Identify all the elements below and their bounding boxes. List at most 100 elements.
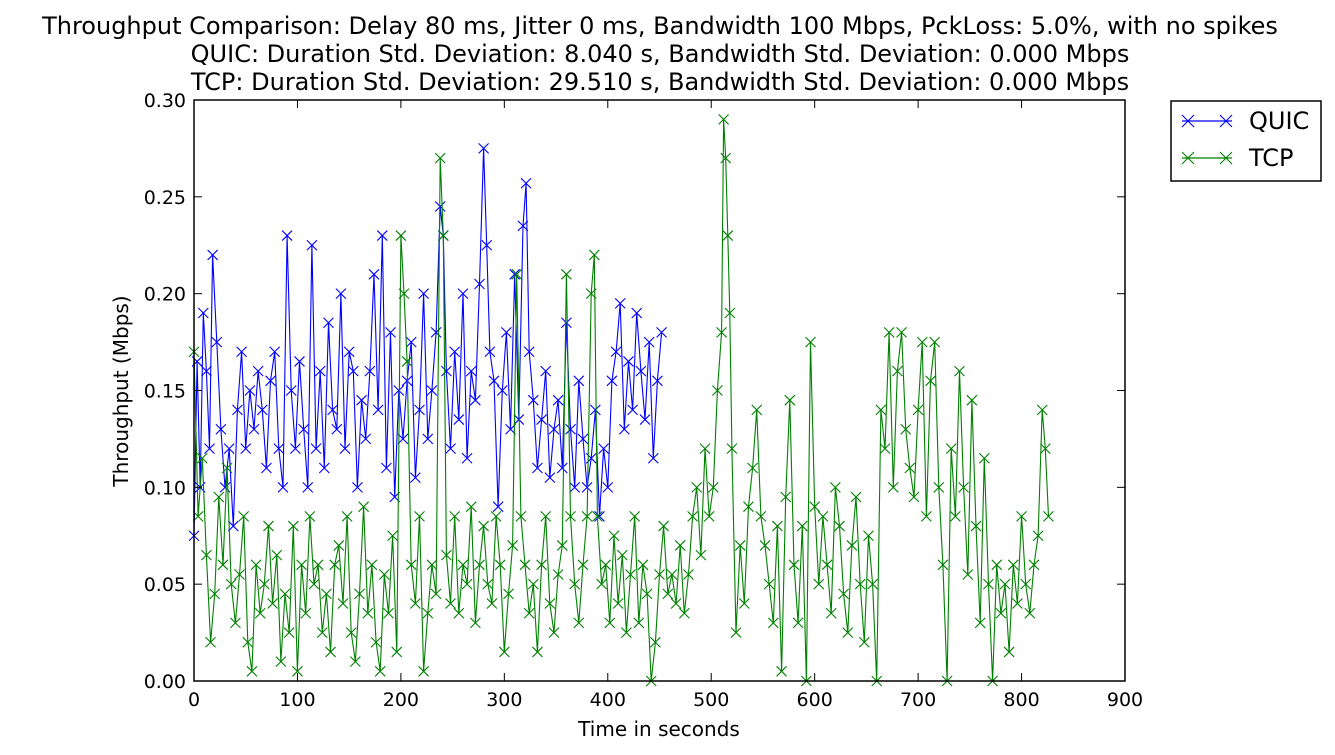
data-point-quic [594, 510, 605, 522]
data-point-quic [474, 278, 485, 290]
y-tick-label: 0.10 [144, 477, 186, 499]
data-point-tcp [674, 540, 686, 551]
data-point-tcp [850, 491, 862, 503]
data-point-tcp [966, 394, 978, 406]
data-point-quic [314, 365, 326, 377]
data-point-quic [496, 385, 508, 396]
data-point-tcp [875, 404, 887, 416]
data-point-quic [422, 433, 434, 445]
data-point-tcp [1003, 646, 1015, 658]
data-point-quic [248, 423, 260, 435]
data-point-tcp [201, 549, 212, 561]
data-point-tcp [552, 569, 564, 580]
data-point-quic [540, 365, 552, 377]
data-point-quic [244, 385, 256, 396]
x-tick-label: 200 [383, 689, 419, 711]
data-point-tcp [991, 559, 1003, 571]
data-point-tcp [490, 510, 502, 522]
data-point-tcp [625, 569, 636, 580]
data-point-tcp [300, 607, 312, 619]
data-point-tcp [312, 559, 324, 571]
data-point-tcp [213, 491, 225, 503]
data-point-tcp [1036, 404, 1048, 416]
data-point-tcp [726, 443, 738, 454]
data-point-quic [598, 443, 610, 454]
legend-entry-quic: QUIC [1181, 107, 1309, 135]
data-point-quic [457, 288, 469, 300]
legend-label: QUIC [1249, 107, 1309, 135]
data-point-quic [252, 365, 264, 377]
data-point-tcp [1043, 510, 1054, 522]
data-point-tcp [503, 588, 514, 600]
data-point-tcp [271, 549, 283, 561]
data-point-tcp [958, 481, 970, 493]
data-point-quic [465, 365, 477, 377]
data-point-tcp [945, 443, 957, 454]
data-point-tcp [999, 578, 1011, 590]
data-point-tcp [654, 569, 665, 580]
data-point-tcp [637, 559, 649, 571]
y-tick-label: 0.15 [144, 381, 186, 403]
data-point-quic [610, 346, 622, 358]
data-point-tcp [662, 588, 674, 600]
data-point-quic [360, 433, 372, 445]
data-point-quic [347, 365, 359, 377]
data-point-quic [606, 375, 618, 387]
data-point-quic [430, 327, 442, 338]
data-point-quic [614, 297, 626, 309]
data-point-quic [449, 346, 461, 358]
data-point-quic [577, 433, 589, 445]
data-point-tcp [321, 588, 332, 600]
data-point-tcp [629, 510, 641, 522]
data-point-quic [298, 423, 310, 435]
data-point-tcp [441, 549, 452, 561]
data-point-quic [201, 365, 212, 377]
data-point-quic [352, 481, 363, 493]
data-point-tcp [573, 617, 585, 629]
data-point-tcp [759, 540, 771, 551]
legend-marker [1219, 151, 1233, 165]
data-point-quic [656, 327, 667, 338]
data-point-tcp [954, 365, 965, 377]
data-point-tcp [707, 481, 719, 493]
data-point-quic [265, 375, 276, 387]
data-point-quic [310, 443, 322, 454]
data-point-quic [285, 385, 297, 396]
data-point-tcp [279, 588, 291, 600]
data-point-quic [215, 423, 227, 435]
data-point-tcp [304, 510, 316, 522]
data-point-quic [523, 346, 535, 358]
y-axis-label: Throughput (Mbps) [109, 295, 133, 487]
data-point-quic [232, 404, 243, 416]
data-point-quic [327, 404, 339, 416]
legend-entry-tcp: TCP [1181, 144, 1293, 172]
data-point-quic [364, 365, 376, 377]
data-point-tcp [712, 385, 723, 396]
data-point-quic [631, 307, 643, 319]
data-point-tcp [217, 559, 229, 571]
data-point-quic [635, 365, 647, 377]
y-axis: 0.00 0.05 0.10 0.15 0.20 0.25 0.30 [144, 90, 1125, 693]
data-point-quic [405, 336, 417, 348]
data-point-tcp [515, 510, 527, 522]
data-point-tcp [718, 113, 730, 125]
data-point-tcp [474, 559, 485, 571]
data-point-tcp [784, 394, 796, 406]
data-point-quic [627, 404, 638, 416]
data-point-tcp [730, 627, 742, 638]
series-line-quic [193, 148, 663, 536]
data-point-tcp [354, 588, 365, 600]
data-point-tcp [275, 656, 287, 668]
data-point-tcp [221, 462, 233, 474]
data-point-tcp [792, 617, 804, 629]
x-tick-label: 700 [900, 689, 936, 711]
data-point-tcp [469, 617, 481, 629]
data-point-tcp [267, 598, 279, 609]
data-point-quic [441, 365, 452, 377]
data-point-tcp [1039, 443, 1051, 454]
data-point-quic [318, 462, 330, 474]
data-point-tcp [937, 559, 949, 571]
data-point-tcp [577, 559, 589, 571]
data-point-quic [652, 375, 663, 387]
